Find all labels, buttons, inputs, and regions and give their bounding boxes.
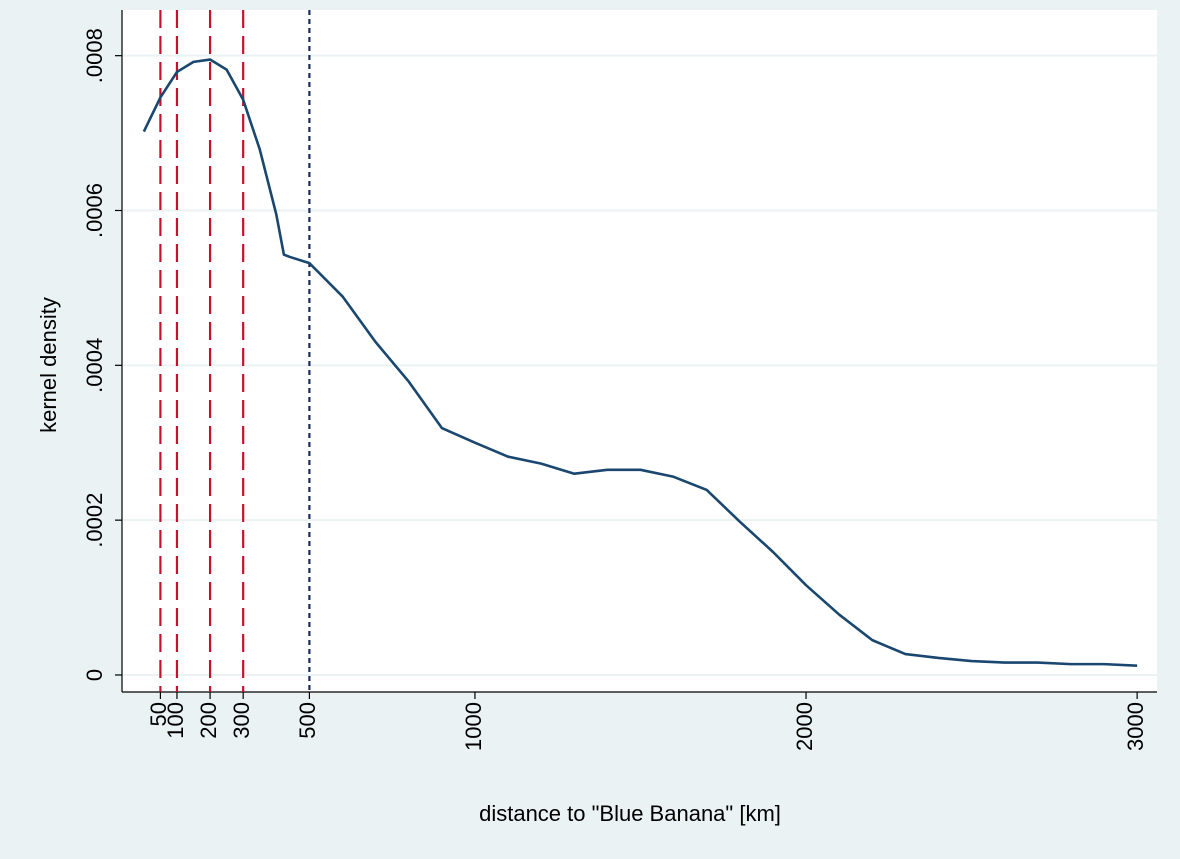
x-tick-label: 500 [295, 702, 320, 739]
x-tick-label: 1000 [461, 702, 486, 751]
x-tick-label: 100 [163, 702, 188, 739]
y-tick-label: .0006 [82, 183, 107, 238]
density-line [142, 58, 1138, 667]
y-axis-label: kernel density [36, 297, 61, 433]
x-tick-label: 2000 [792, 702, 817, 751]
y-tick-label: 0 [82, 669, 107, 681]
x-tick-label: 50 [146, 702, 171, 726]
y-tick-label: .0004 [82, 338, 107, 393]
x-axis-label: distance to "Blue Banana" [km] [479, 801, 781, 826]
x-tick-label: 300 [229, 702, 254, 739]
plot-area [122, 10, 1157, 692]
y-tick-label: .0008 [82, 28, 107, 83]
x-tick-label: 3000 [1123, 702, 1148, 751]
x-tick-label: 200 [196, 702, 221, 739]
y-tick-label: .0002 [82, 493, 107, 548]
